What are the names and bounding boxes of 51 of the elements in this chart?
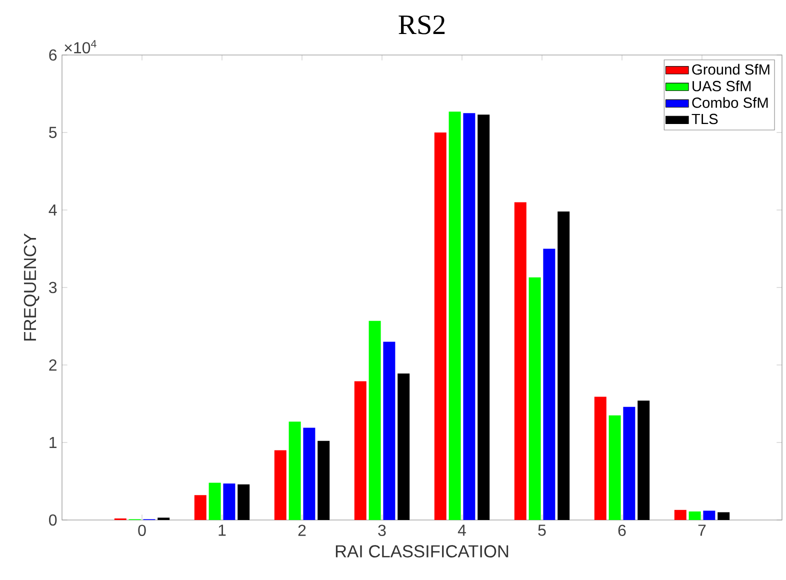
bar <box>288 422 301 520</box>
bar <box>448 112 461 520</box>
bar <box>463 113 476 520</box>
bar <box>238 484 250 520</box>
bar <box>608 415 621 520</box>
bar <box>718 512 730 520</box>
bar <box>368 320 381 520</box>
bar <box>558 212 570 520</box>
y-tick-label: 1 <box>50 436 57 448</box>
bar <box>383 342 396 520</box>
y-tick-label: 5 <box>49 126 57 138</box>
x-tick-label: 3 <box>378 524 386 536</box>
x-tick-label: 5 <box>538 524 546 536</box>
y-tick-label: 0 <box>49 514 57 526</box>
bar <box>623 406 636 520</box>
bar <box>274 450 286 520</box>
legend-label: TLS <box>692 114 718 124</box>
x-tick-label: 0 <box>138 524 146 536</box>
bar <box>478 114 490 520</box>
chart-title: RS2 <box>398 15 445 34</box>
bar <box>223 484 236 520</box>
x-tick-label: 7 <box>698 524 706 536</box>
bar <box>303 428 316 520</box>
legend-label: Ground SfM <box>692 64 770 75</box>
x-axis-title: RAI CLASSIFICATION <box>336 545 508 558</box>
bar <box>703 510 716 520</box>
y-tick-label: 4 <box>48 204 57 216</box>
legend-label: Combo SfM <box>692 97 768 108</box>
bar <box>688 511 701 520</box>
bar <box>674 510 686 520</box>
bar <box>354 381 366 520</box>
bar <box>194 495 206 520</box>
bar <box>543 248 556 520</box>
x-tick-label: 1 <box>218 524 226 536</box>
bar <box>434 132 446 520</box>
bar <box>208 482 221 520</box>
y-axis-title: FREQUENCY <box>24 233 40 340</box>
bar <box>528 277 541 520</box>
legend-label: UAS SfM <box>692 80 751 92</box>
y-tick-label: 6 <box>49 49 57 61</box>
bar <box>594 396 606 520</box>
text: ×10$^{4}$ <box>64 40 96 54</box>
y-tick-label: 2 <box>49 359 56 371</box>
bar <box>398 374 410 520</box>
bar <box>318 440 330 520</box>
x-tick-label: 2 <box>298 524 306 536</box>
x-tick-label: 6 <box>618 524 626 536</box>
bar <box>514 202 526 520</box>
y-tick-label: 3 <box>49 282 57 294</box>
x-tick-label: 4 <box>458 524 466 536</box>
bar <box>638 400 650 520</box>
